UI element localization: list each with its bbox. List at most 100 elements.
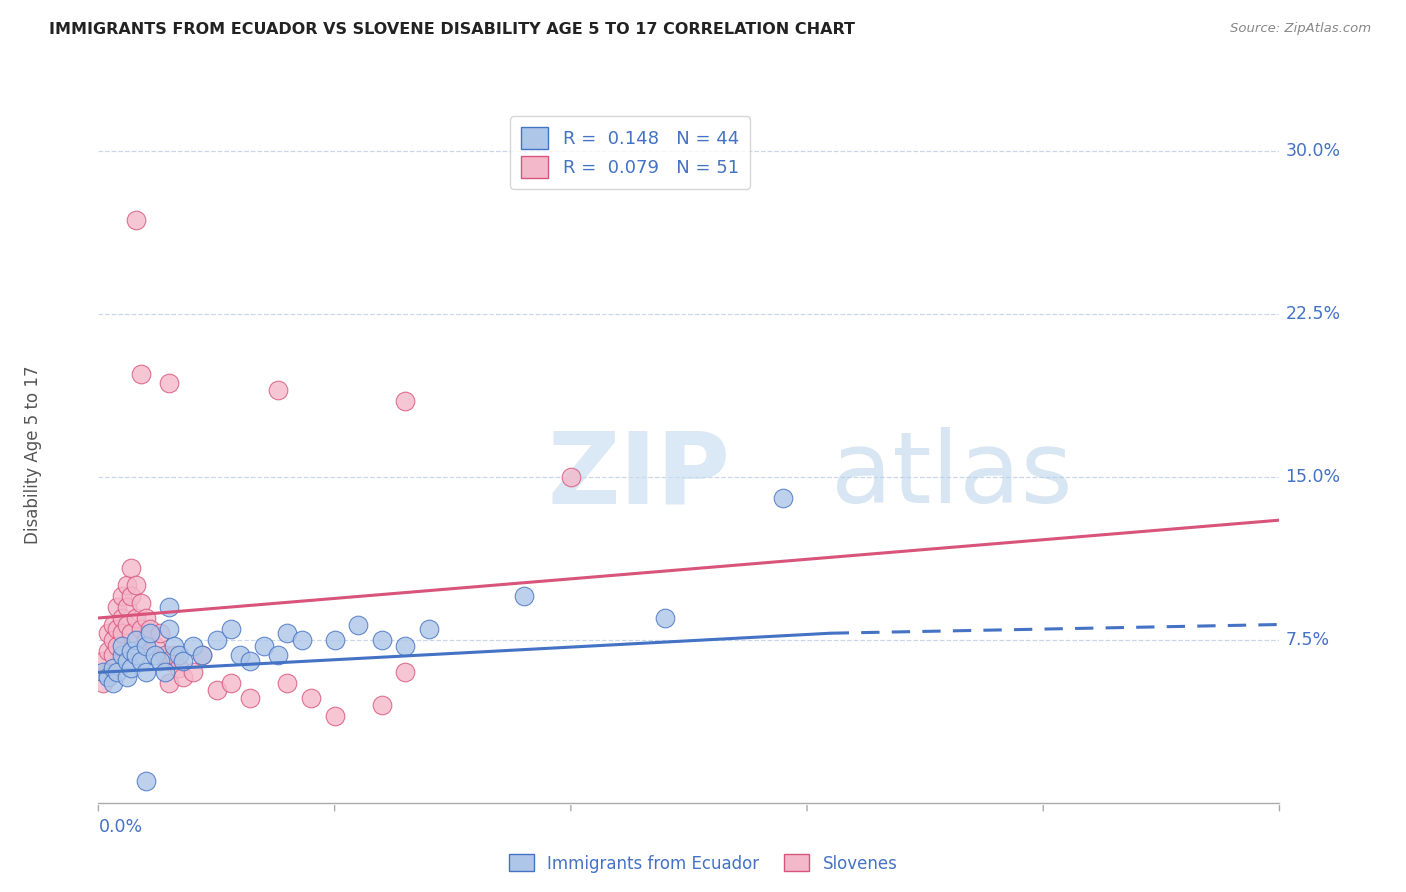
Point	[205, 632, 228, 647]
Point	[101, 617, 124, 632]
Point	[125, 648, 148, 662]
Point	[191, 648, 214, 662]
Point	[512, 589, 534, 603]
Point	[139, 626, 162, 640]
Point	[105, 639, 128, 653]
Point	[239, 655, 262, 669]
Point	[153, 665, 176, 680]
Point	[135, 774, 157, 789]
Point	[101, 676, 124, 690]
Point	[394, 639, 416, 653]
Point	[129, 596, 152, 610]
Point	[323, 632, 346, 647]
Point	[97, 643, 120, 657]
Text: ZIP: ZIP	[547, 427, 730, 524]
Point	[371, 698, 394, 712]
Point	[105, 600, 128, 615]
Point	[149, 626, 172, 640]
Point	[101, 661, 124, 675]
Point	[267, 648, 290, 662]
Point	[172, 670, 194, 684]
Text: 30.0%: 30.0%	[1285, 142, 1340, 160]
Point	[105, 622, 128, 636]
Point	[91, 676, 114, 690]
Point	[418, 622, 440, 636]
Point	[125, 611, 148, 625]
Point	[157, 676, 180, 690]
Point	[139, 622, 162, 636]
Text: Disability Age 5 to 17: Disability Age 5 to 17	[24, 366, 42, 544]
Point	[157, 600, 180, 615]
Legend: R =  0.148   N = 44, R =  0.079   N = 51: R = 0.148 N = 44, R = 0.079 N = 51	[510, 116, 749, 189]
Point	[290, 632, 312, 647]
Point	[191, 648, 214, 662]
Point	[135, 611, 157, 625]
Point	[125, 632, 148, 647]
Point	[229, 648, 252, 662]
Point	[129, 622, 152, 636]
Point	[267, 383, 290, 397]
Text: atlas: atlas	[831, 427, 1073, 524]
Point	[181, 665, 204, 680]
Point	[143, 648, 166, 662]
Point	[91, 665, 114, 680]
Text: Source: ZipAtlas.com: Source: ZipAtlas.com	[1230, 22, 1371, 36]
Point	[91, 655, 114, 669]
Point	[167, 661, 190, 675]
Point	[115, 617, 138, 632]
Point	[157, 655, 180, 669]
Text: IMMIGRANTS FROM ECUADOR VS SLOVENE DISABILITY AGE 5 TO 17 CORRELATION CHART: IMMIGRANTS FROM ECUADOR VS SLOVENE DISAB…	[49, 22, 855, 37]
Point	[163, 639, 186, 653]
Point	[276, 676, 298, 690]
Point	[560, 469, 582, 483]
Point	[135, 632, 157, 647]
Point	[253, 639, 276, 653]
Point	[125, 578, 148, 592]
Point	[121, 626, 143, 640]
Point	[772, 491, 794, 506]
Point	[115, 600, 138, 615]
Text: 15.0%: 15.0%	[1285, 467, 1340, 485]
Legend: Immigrants from Ecuador, Slovenes: Immigrants from Ecuador, Slovenes	[502, 847, 904, 880]
Point	[239, 691, 262, 706]
Point	[323, 708, 346, 723]
Point	[129, 655, 152, 669]
Point	[143, 639, 166, 653]
Point	[121, 561, 143, 575]
Point	[101, 632, 124, 647]
Point	[121, 589, 143, 603]
Point	[111, 626, 134, 640]
Point	[299, 691, 322, 706]
Point	[111, 648, 134, 662]
Point	[157, 622, 180, 636]
Point	[115, 578, 138, 592]
Point	[167, 648, 190, 662]
Point	[205, 682, 228, 697]
Point	[111, 589, 134, 603]
Point	[111, 639, 134, 653]
Point	[121, 661, 143, 675]
Point	[276, 626, 298, 640]
Point	[219, 676, 242, 690]
Text: 7.5%: 7.5%	[1285, 631, 1330, 648]
Point	[135, 639, 157, 653]
Point	[394, 665, 416, 680]
Point	[394, 393, 416, 408]
Text: 22.5%: 22.5%	[1285, 304, 1340, 323]
Point	[115, 670, 138, 684]
Point	[654, 611, 676, 625]
Point	[125, 213, 148, 227]
Point	[149, 655, 172, 669]
Point	[153, 648, 176, 662]
Point	[105, 665, 128, 680]
Point	[172, 655, 194, 669]
Point	[347, 617, 370, 632]
Text: 0.0%: 0.0%	[98, 818, 142, 836]
Point	[163, 648, 186, 662]
Point	[135, 665, 157, 680]
Point	[121, 643, 143, 657]
Point	[129, 368, 152, 382]
Point	[97, 665, 120, 680]
Point	[181, 639, 204, 653]
Point	[219, 622, 242, 636]
